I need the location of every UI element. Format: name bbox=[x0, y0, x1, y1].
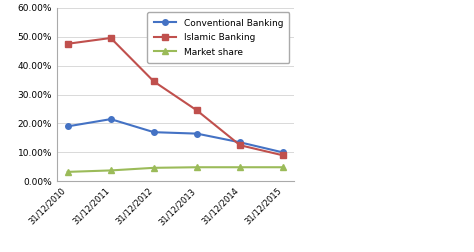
Islamic Banking bbox=[194, 109, 200, 112]
Islamic Banking bbox=[280, 154, 286, 157]
Conventional Banking bbox=[65, 125, 71, 128]
Conventional Banking bbox=[194, 132, 200, 135]
Conventional Banking bbox=[151, 131, 157, 134]
Line: Conventional Banking: Conventional Banking bbox=[65, 116, 286, 155]
Market share bbox=[194, 166, 200, 169]
Conventional Banking bbox=[280, 151, 286, 154]
Legend: Conventional Banking, Islamic Banking, Market share: Conventional Banking, Islamic Banking, M… bbox=[147, 12, 289, 63]
Conventional Banking bbox=[237, 141, 243, 144]
Islamic Banking bbox=[151, 80, 157, 83]
Market share bbox=[280, 166, 286, 169]
Islamic Banking bbox=[108, 37, 114, 40]
Market share bbox=[65, 170, 71, 173]
Market share bbox=[151, 166, 157, 169]
Conventional Banking bbox=[108, 118, 114, 121]
Line: Islamic Banking: Islamic Banking bbox=[65, 35, 286, 158]
Islamic Banking bbox=[65, 42, 71, 45]
Market share bbox=[108, 169, 114, 172]
Market share bbox=[237, 166, 243, 169]
Line: Market share: Market share bbox=[65, 165, 286, 175]
Islamic Banking bbox=[237, 144, 243, 147]
